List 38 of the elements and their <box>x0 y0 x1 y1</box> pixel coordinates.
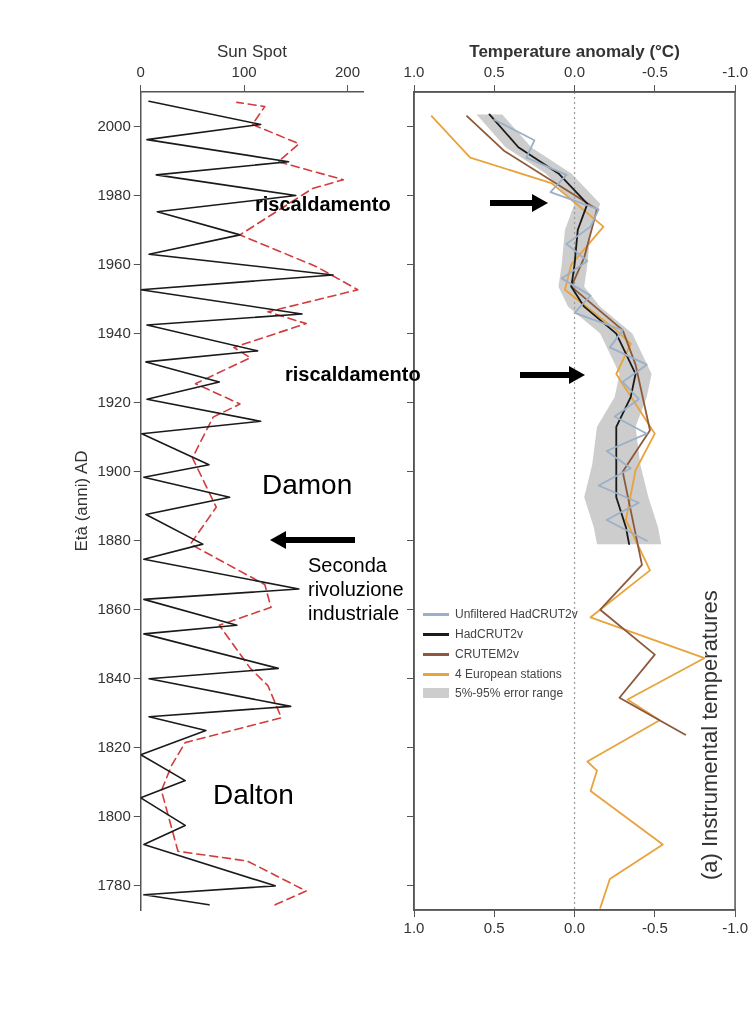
y-tick-label: 2000 <box>97 116 131 134</box>
y-tick-label: 1860 <box>97 599 131 617</box>
x2-tick-label: -0.5 <box>641 63 668 81</box>
x2-tick-label: 0 <box>136 63 145 81</box>
x2-tick-label: 100 <box>231 63 257 81</box>
y-tick-label: 1880 <box>97 530 131 548</box>
legend-label: 4 European stations <box>455 667 562 681</box>
x-tick-label: 0.0 <box>564 919 585 937</box>
legend-label: Unfiltered HadCRUT2v <box>455 607 578 621</box>
y-tick-label: 1980 <box>97 185 131 203</box>
y-tick-label: 1800 <box>97 806 131 824</box>
annotation: (a) Instrumental temperatures <box>697 590 723 880</box>
x-tick-label: -1.0 <box>722 919 749 937</box>
y-tick-label: 1920 <box>97 392 131 410</box>
annotation: Seconda rivoluzione industriale <box>308 553 405 625</box>
x2-axis-title: Temperature anomaly (°C) <box>469 41 680 61</box>
x2-tick-label: 0.0 <box>564 63 585 81</box>
x2-tick-label: 200 <box>334 63 361 81</box>
y-tick-label: 1840 <box>97 668 131 686</box>
x-tick-label: 1.0 <box>403 919 425 937</box>
y-axis-title: Età (anni) AD <box>71 450 91 552</box>
x2-axis-title: Sun Spot <box>216 41 288 61</box>
annotation: riscaldamento <box>255 192 391 216</box>
y-tick-label: 1940 <box>97 323 131 341</box>
x-tick-label: -0.5 <box>641 919 668 937</box>
x2-tick-label: 1.0 <box>403 63 425 81</box>
y-tick-label: 1780 <box>97 875 131 893</box>
legend-label: CRUTEM2v <box>455 647 520 661</box>
x2-tick-label: 0.5 <box>483 63 505 81</box>
y-tick-label: 1960 <box>97 254 131 272</box>
y-tick-label: 1820 <box>97 737 131 755</box>
annotation: Dalton <box>213 778 294 812</box>
x-tick-label: 0.5 <box>483 919 505 937</box>
annotation: 5%-95% error range <box>455 686 564 701</box>
legend-label: HadCRUT2v <box>455 627 524 641</box>
annotation: Damon <box>262 468 353 502</box>
x2-tick-label: -1.0 <box>722 63 749 81</box>
y-tick-label: 1900 <box>97 461 131 479</box>
